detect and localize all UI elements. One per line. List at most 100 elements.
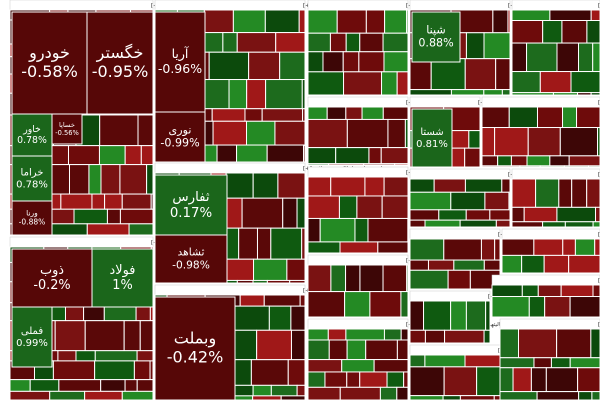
stock-name: ثفارس <box>172 190 210 205</box>
stock-tile <box>203 9 234 34</box>
stock-tile <box>556 328 592 359</box>
stock-tile <box>480 238 496 261</box>
stock-tile <box>459 219 497 228</box>
stock-tile <box>465 209 491 221</box>
stock-tile <box>253 258 288 281</box>
stock-tile <box>208 51 250 81</box>
stock-tile <box>123 320 141 352</box>
stock-change: -0.42% <box>167 348 224 367</box>
sector-title[interactable]: سایر واسطه گری های مالی [+] <box>598 321 600 328</box>
stock-change: 0.88% <box>418 37 453 50</box>
stock-tile <box>280 395 306 400</box>
stock-tile[interactable] <box>11 200 53 236</box>
sector-header <box>9 0 154 11</box>
stock-tile <box>443 238 482 261</box>
sector-header <box>409 228 501 240</box>
stock-tile <box>232 9 266 34</box>
stock-tile[interactable] <box>11 155 53 202</box>
stock-tile <box>301 79 306 110</box>
sector-title[interactable]: محصولات غذایی و آشامیدنی [+] <box>598 2 600 9</box>
stock-tile <box>523 206 558 223</box>
stock-tile <box>338 195 358 219</box>
stock-tile <box>578 42 594 73</box>
sector-title[interactable]: لاستیک و پلاستیک [+] <box>598 171 600 178</box>
stock-tile <box>558 178 573 208</box>
stock-tile[interactable] <box>11 11 88 115</box>
stock-tile <box>450 300 467 331</box>
stock-tile <box>137 114 154 147</box>
stock-tile[interactable] <box>411 108 453 168</box>
stock-tile <box>136 379 154 392</box>
stock-tile <box>270 384 298 397</box>
stock-tile <box>250 359 289 386</box>
stock-tile <box>511 221 544 228</box>
stock-tile <box>518 328 558 359</box>
stock-tile <box>501 254 523 274</box>
stock-tile <box>307 359 343 373</box>
stock-tile <box>356 195 383 219</box>
stock-tile <box>119 208 154 225</box>
stock-tile <box>84 320 125 352</box>
stock-tile <box>252 384 272 397</box>
stock-name: خودرو <box>28 43 70 63</box>
stock-tile[interactable] <box>11 248 93 308</box>
stock-tile[interactable] <box>154 296 236 400</box>
stock-tile[interactable] <box>154 174 228 236</box>
stock-tile <box>396 71 409 96</box>
stock-tile <box>124 145 142 166</box>
sector-header <box>501 228 600 240</box>
stock-tile <box>296 197 306 229</box>
stock-tile <box>382 106 409 120</box>
stock-tile <box>396 339 409 361</box>
stock-tile <box>562 238 576 256</box>
stock-tile <box>373 359 409 373</box>
stock-tile[interactable] <box>154 234 228 284</box>
stock-tile <box>384 9 408 34</box>
stock-tile <box>383 51 409 73</box>
stock-tile <box>570 71 600 94</box>
stock-tile <box>365 9 386 34</box>
stock-tile[interactable] <box>411 11 461 63</box>
stock-tile <box>307 147 337 165</box>
stock-tile[interactable] <box>11 306 53 368</box>
sector-title[interactable]: مواد و محصولات دارویی [+] <box>598 100 600 106</box>
stock-tile <box>409 329 426 344</box>
stock-tile <box>481 106 510 129</box>
stock-tile <box>307 51 324 73</box>
stock-tile <box>406 264 409 293</box>
stock-tile <box>330 264 347 293</box>
stock-tile <box>409 191 452 211</box>
stock-tile <box>146 164 154 195</box>
stock-tile <box>383 176 409 197</box>
stock-tile <box>73 208 108 225</box>
stock-tile <box>263 294 301 307</box>
sector-title[interactable]: رایانه [+] <box>598 278 600 284</box>
stock-tile <box>533 357 552 369</box>
stock-tile <box>499 391 538 400</box>
stock-tile <box>236 279 254 284</box>
stock-tile <box>535 178 560 208</box>
stock-tile <box>556 206 597 223</box>
stock-tile <box>119 164 148 195</box>
stock-tile[interactable] <box>86 11 154 115</box>
stock-tile <box>345 264 361 293</box>
stock-tile <box>232 395 254 400</box>
stock-tile[interactable] <box>51 113 83 145</box>
stock-tile <box>549 155 570 167</box>
stock-tile <box>450 191 486 211</box>
stock-tile <box>307 291 346 318</box>
stock-tile <box>495 58 511 91</box>
stock-tile <box>519 165 541 168</box>
stock-tile <box>586 19 600 44</box>
stock-name: ورنا <box>26 208 38 217</box>
stock-tile <box>433 178 466 193</box>
stock-tile <box>526 155 551 167</box>
stock-tile <box>409 178 435 193</box>
stock-tile <box>367 217 409 243</box>
stock-tile <box>481 165 521 168</box>
stock-tile <box>464 178 503 193</box>
stock-tile[interactable] <box>154 111 206 163</box>
stock-tile[interactable] <box>91 248 154 308</box>
sector-title[interactable]: ماشین آلات و تجهیزات [+] <box>598 231 600 238</box>
stock-tile <box>521 284 539 298</box>
